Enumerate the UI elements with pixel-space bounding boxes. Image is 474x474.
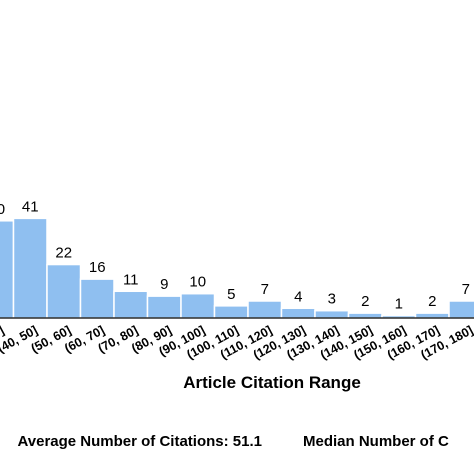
bar-value-label: 4 (294, 288, 302, 305)
bar (46, 263, 82, 319)
data-labels-group: 40 41 22 16 11 9 10 5 7 4 3 2 1 2 7 (0, 198, 470, 312)
bar (247, 300, 283, 319)
bar-value-label: 40 (0, 201, 5, 218)
x-axis-title: Article Citation Range (183, 373, 361, 392)
bar-value-label: 2 (428, 293, 436, 310)
bar (448, 300, 474, 319)
bar (12, 217, 48, 319)
median-citations-annotation: Median Number of C (303, 433, 449, 450)
bar (280, 307, 316, 319)
bar-value-label: 1 (395, 296, 403, 313)
average-citations-annotation: Average Number of Citations: 51.1 (17, 433, 262, 450)
bar (79, 278, 115, 319)
bar-value-label: 10 (189, 274, 206, 291)
bar-value-label: 7 (261, 281, 269, 298)
bar (414, 312, 450, 319)
bar-value-label: 9 (160, 276, 168, 293)
bar (0, 220, 15, 319)
bar (213, 305, 249, 319)
bar (314, 309, 350, 319)
x-tick-labels-group: (30, 40](40, 50](50, 60](60, 70](70, 80]… (0, 323, 474, 362)
bar (146, 295, 182, 319)
bar-value-label: 3 (328, 291, 336, 308)
bar-value-label: 2 (361, 293, 369, 310)
bar-value-label: 7 (462, 281, 470, 298)
bar-value-label: 11 (123, 271, 139, 288)
bar-value-label: 5 (227, 286, 235, 303)
bar (347, 312, 383, 319)
bar (113, 290, 149, 319)
bar (180, 292, 216, 319)
bar-value-label: 16 (89, 259, 106, 276)
bars-group (0, 217, 474, 319)
bar-value-label: 22 (55, 245, 72, 262)
bar-value-label: 41 (22, 198, 39, 215)
